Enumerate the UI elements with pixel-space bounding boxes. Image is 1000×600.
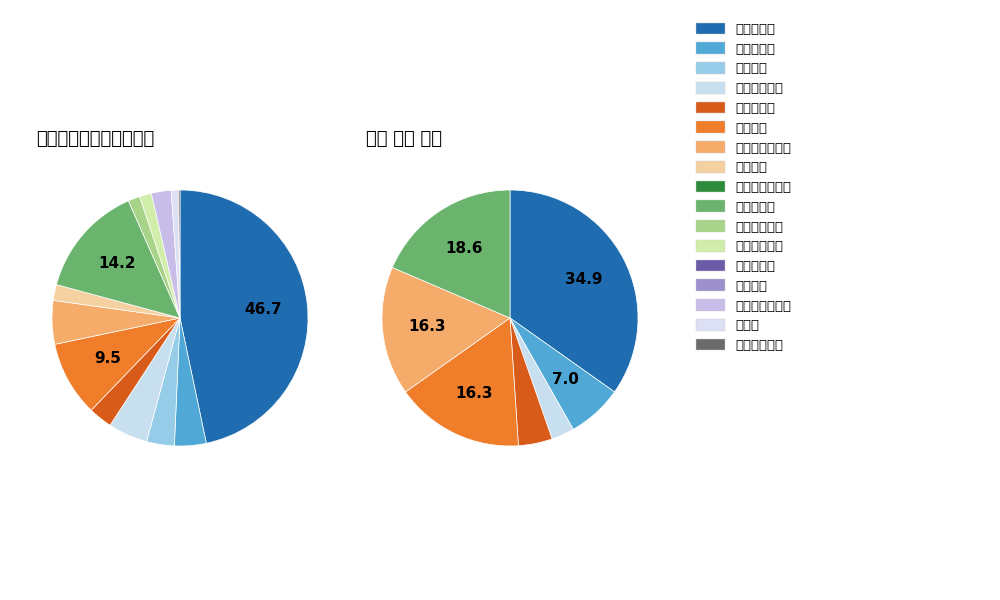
Wedge shape <box>510 318 615 429</box>
Wedge shape <box>55 318 180 410</box>
Legend: ストレート, ツーシーム, シュート, カットボール, スプリット, フォーク, チェンジアップ, シンカー, 高速スライダー, スライダー, 縦スライダー, : ストレート, ツーシーム, シュート, カットボール, スプリット, フォーク,… <box>692 19 795 356</box>
Text: 7.0: 7.0 <box>552 372 579 387</box>
Text: 18.6: 18.6 <box>445 241 483 256</box>
Wedge shape <box>510 190 638 392</box>
Wedge shape <box>510 318 552 446</box>
Wedge shape <box>110 318 180 442</box>
Text: 14.2: 14.2 <box>98 256 136 271</box>
Text: 若林 楽人 選手: 若林 楽人 選手 <box>366 130 442 148</box>
Text: パ・リーグ全プレイヤー: パ・リーグ全プレイヤー <box>36 130 154 148</box>
Wedge shape <box>405 318 518 446</box>
Wedge shape <box>180 190 308 443</box>
Wedge shape <box>147 318 180 446</box>
Wedge shape <box>382 268 510 392</box>
Wedge shape <box>151 190 180 318</box>
Wedge shape <box>510 318 573 439</box>
Text: 16.3: 16.3 <box>409 319 446 334</box>
Text: 34.9: 34.9 <box>565 272 603 287</box>
Wedge shape <box>128 197 180 318</box>
Text: 16.3: 16.3 <box>455 386 493 401</box>
Wedge shape <box>91 318 180 425</box>
Wedge shape <box>56 201 180 318</box>
Wedge shape <box>52 301 180 344</box>
Wedge shape <box>171 190 180 318</box>
Wedge shape <box>174 318 206 446</box>
Wedge shape <box>178 190 180 318</box>
Wedge shape <box>53 284 180 318</box>
Text: 9.5: 9.5 <box>94 351 121 366</box>
Wedge shape <box>140 193 180 318</box>
Wedge shape <box>392 190 510 318</box>
Text: 46.7: 46.7 <box>244 302 282 317</box>
